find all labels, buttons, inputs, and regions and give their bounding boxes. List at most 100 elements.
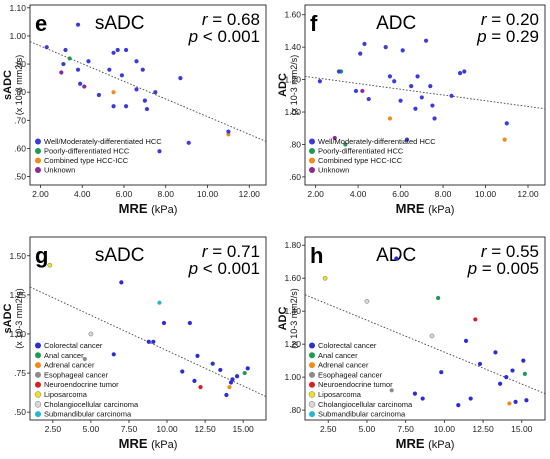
data-point	[400, 48, 405, 53]
data-point	[332, 135, 337, 141]
x-tick-label: 8.00	[157, 189, 174, 199]
legend-marker	[35, 138, 41, 145]
legend-label: Neuroendocrine tumor	[318, 380, 393, 389]
x-tick-label: 6.00	[116, 189, 133, 199]
stat-p: p = 0.005	[467, 259, 539, 278]
data-point	[383, 45, 388, 50]
data-point	[228, 380, 234, 385]
legend-label: Poorly-differentiated HCC	[318, 147, 404, 156]
plot-frame	[304, 236, 546, 421]
legend-marker	[35, 157, 41, 164]
legend-label: Liposarcoma	[44, 390, 88, 399]
data-point	[473, 317, 478, 322]
legend-marker	[309, 157, 315, 164]
y-axis-unit: (x 10-3 mm2/s)	[14, 55, 24, 116]
y-tick-label: 1.00	[9, 329, 26, 339]
legend-label: Liposarcoma	[318, 390, 362, 399]
data-point	[96, 92, 102, 98]
data-point	[245, 366, 250, 371]
data-point	[436, 295, 441, 301]
legend-marker	[35, 342, 41, 349]
y-axis-label: sADC	[2, 70, 14, 100]
legend-label: Well/Moderately-differentiated HCC	[44, 137, 162, 146]
data-point	[419, 95, 424, 100]
data-point	[140, 67, 145, 72]
data-point	[107, 67, 112, 72]
legend-marker	[309, 167, 315, 173]
data-point	[497, 381, 503, 386]
data-point	[178, 76, 183, 81]
legend-label: Anal cancer	[44, 351, 84, 360]
data-point	[462, 69, 467, 74]
plot-frame	[304, 4, 546, 186]
legend-label: Unknown	[44, 166, 75, 175]
data-point	[115, 47, 120, 53]
y-tick-label: 1.60	[284, 273, 301, 283]
x-tick-label: 5.00	[83, 424, 100, 434]
legend-label: Submandibular carcinoma	[318, 410, 406, 419]
y-tick-label: 1.20	[284, 339, 301, 349]
data-point	[412, 391, 418, 396]
legend-marker	[308, 401, 316, 408]
data-point	[507, 401, 512, 406]
legend-label: Neuroendocrine tumor	[44, 380, 119, 389]
x-tick-label: 10.00	[197, 189, 219, 199]
legend-label: Colorectal cancer	[44, 341, 103, 350]
panel-letter: f	[310, 11, 318, 36]
plot-frame	[29, 236, 267, 421]
legend-label: Poorly-differentiated HCC	[44, 147, 130, 156]
data-point	[226, 129, 231, 134]
legend-label: Adrenal cancer	[44, 361, 95, 370]
legend-marker	[35, 362, 41, 369]
legend-marker	[308, 391, 316, 398]
legend-label: Anal cancer	[318, 351, 358, 360]
legend-marker	[35, 148, 41, 154]
y-axis-label: sADC	[2, 303, 14, 333]
data-point	[192, 378, 197, 383]
data-point	[362, 41, 367, 47]
data-point	[387, 74, 393, 79]
stat-p: p < 0.001	[188, 27, 260, 46]
x-tick-label: 10.00	[156, 424, 178, 434]
data-point	[389, 388, 394, 393]
legend-marker	[309, 342, 315, 349]
stat-r: r = 0.20	[481, 10, 539, 29]
y-tick-label: .50	[14, 407, 26, 417]
y-tick-label: 1.40	[284, 306, 301, 316]
trend-line	[304, 294, 546, 395]
x-tick-label: 12.00	[517, 189, 539, 199]
y-axis-unit: (x 10-3 mm2/s)	[289, 288, 299, 349]
data-point	[88, 331, 94, 337]
data-point	[224, 392, 229, 398]
legend-marker	[309, 411, 315, 418]
x-axis-label: MRE (kPa)	[396, 201, 455, 216]
y-tick-label: 1.00	[284, 372, 301, 382]
data-point	[522, 371, 527, 376]
legend-label: Esophageal cancer	[44, 370, 109, 379]
x-tick-label: 2.50	[45, 424, 62, 434]
plot-frame	[29, 4, 267, 186]
data-point	[82, 356, 87, 362]
data-point	[119, 73, 124, 78]
data-point	[366, 96, 371, 102]
data-point	[404, 137, 410, 142]
data-point	[430, 103, 435, 108]
data-point	[218, 367, 223, 373]
y-tick-label: .80	[289, 139, 301, 149]
data-point	[504, 121, 509, 126]
data-point	[242, 370, 247, 376]
data-point	[187, 320, 192, 326]
y-tick-label: 1.60	[284, 10, 301, 20]
data-point	[67, 56, 72, 61]
y-axis-label: ADC	[277, 73, 289, 97]
x-tick-label: 12.50	[472, 424, 494, 434]
data-point	[134, 87, 139, 92]
legend-marker	[35, 411, 41, 418]
data-point	[439, 370, 444, 375]
x-tick-label: 12.00	[239, 189, 261, 199]
y-tick-label: .80	[14, 87, 26, 97]
data-point	[392, 79, 397, 84]
data-point	[119, 280, 124, 285]
data-point	[423, 38, 429, 43]
data-point	[157, 300, 162, 305]
